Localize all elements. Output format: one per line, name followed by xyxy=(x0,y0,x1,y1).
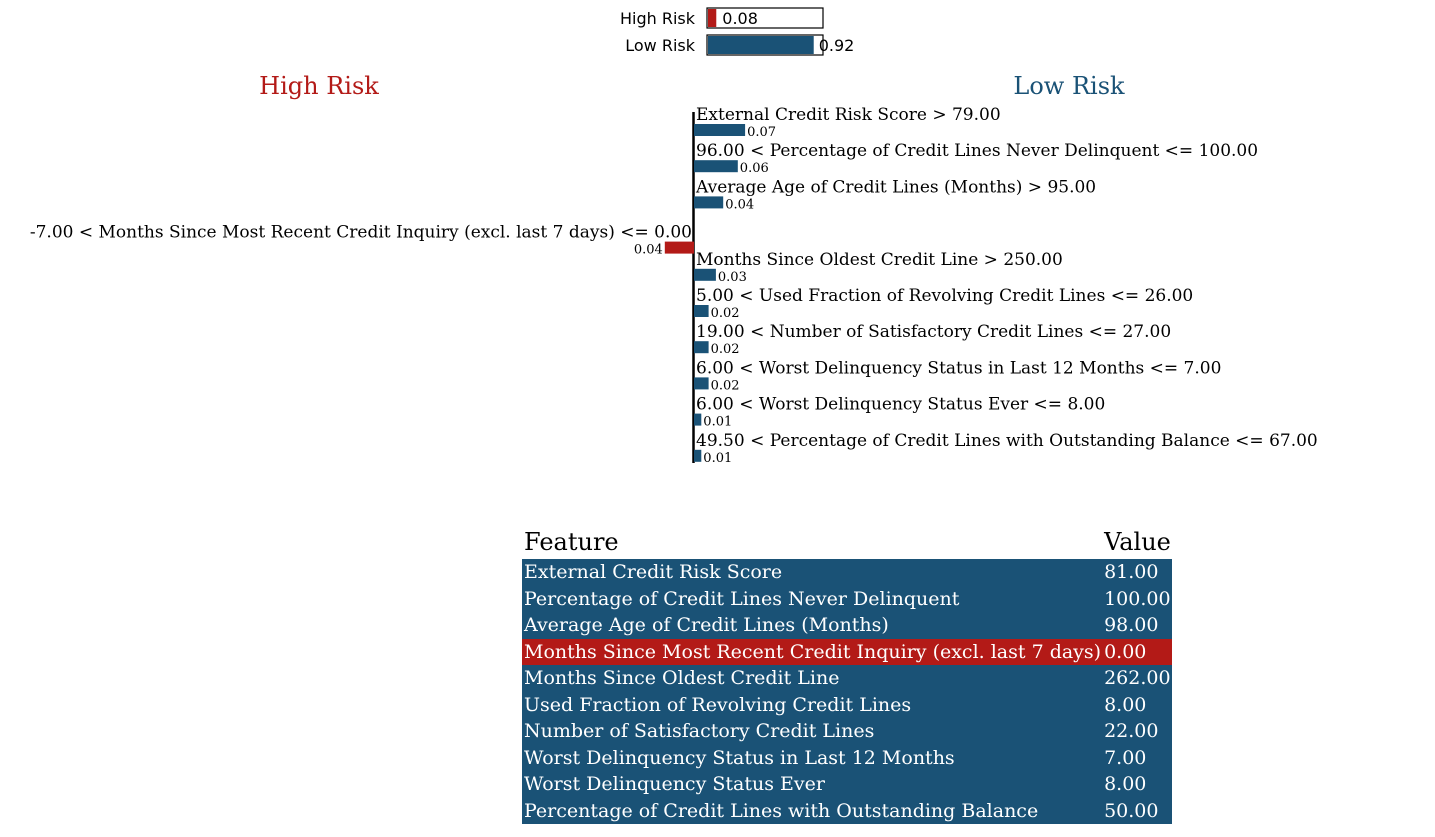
table-row: Months Since Oldest Credit Line 262.00 xyxy=(522,665,1172,692)
contribution-bar xyxy=(694,124,746,136)
contribution-value: 0.04 xyxy=(725,197,754,212)
contribution-value: 0.02 xyxy=(711,306,740,321)
feature-name-cell: Used Fraction of Revolving Credit Lines xyxy=(524,693,912,716)
contribution-value: 0.04 xyxy=(634,243,663,258)
contribution-value: 0.03 xyxy=(718,270,747,285)
prediction-probabilities: High Risk 0.08 Low Risk 0.92 xyxy=(620,7,855,56)
contribution-bar xyxy=(694,413,702,426)
proba-fill xyxy=(708,9,717,27)
contribution-value: 0.01 xyxy=(703,415,732,430)
proba-value: 0.08 xyxy=(722,9,758,28)
table-header-row: Feature Value xyxy=(522,526,1172,559)
contribution-value: 0.07 xyxy=(747,125,776,140)
feature-condition-label: 19.00 < Number of Satisfactory Credit Li… xyxy=(696,322,1171,342)
feature-name-cell: Worst Delinquency Status Ever xyxy=(524,773,825,796)
feature-condition-label: 96.00 < Percentage of Credit Lines Never… xyxy=(696,141,1258,161)
feature-condition-label: -7.00 < Months Since Most Recent Credit … xyxy=(30,223,692,243)
high-risk-header: High Risk xyxy=(259,72,379,100)
table-row: Months Since Most Recent Credit Inquiry … xyxy=(522,638,1172,665)
feature-name-cell: Percentage of Credit Lines with Outstand… xyxy=(524,799,1039,822)
contribution-value: 0.02 xyxy=(711,378,740,393)
table-row: External Credit Risk Score 81.00 xyxy=(522,559,1172,586)
feature-name-cell: Months Since Most Recent Credit Inquiry … xyxy=(524,640,1102,663)
table-row: Number of Satisfactory Credit Lines 22.00 xyxy=(522,718,1172,745)
feature-bars: External Credit Risk Score > 79.000.0796… xyxy=(30,105,1318,466)
proba-fill xyxy=(708,36,814,54)
low-risk-header: Low Risk xyxy=(1013,72,1125,100)
feature-value-cell: 98.00 xyxy=(1104,614,1159,637)
table-row: Average Age of Credit Lines (Months) 98.0… xyxy=(522,612,1172,639)
feature-value-cell: 81.00 xyxy=(1104,561,1159,584)
feature-name-cell: Percentage of Credit Lines Never Delinqu… xyxy=(524,587,960,610)
contribution-value: 0.06 xyxy=(740,161,769,176)
feature-value-cell: 0.00 xyxy=(1104,640,1147,663)
contribution-bar xyxy=(694,341,709,354)
feature-value-cell: 7.00 xyxy=(1104,746,1147,769)
proba-label: Low Risk xyxy=(625,36,695,55)
proba-value: 0.92 xyxy=(819,36,855,55)
contribution-bar xyxy=(694,449,702,462)
feature-column-header: Feature xyxy=(524,528,619,556)
feature-value-cell: 262.00 xyxy=(1104,667,1171,690)
contribution-bar xyxy=(694,268,716,281)
contribution-bar xyxy=(694,196,724,209)
feature-name-cell: Worst Delinquency Status in Last 12 Mont… xyxy=(524,746,955,769)
feature-value-cell: 100.00 xyxy=(1104,587,1171,610)
feature-condition-label: Months Since Oldest Credit Line > 250.00 xyxy=(696,250,1063,270)
proba-label: High Risk xyxy=(620,9,696,28)
contribution-bar xyxy=(694,160,738,173)
contribution-bar xyxy=(664,241,694,254)
feature-value-cell: 8.00 xyxy=(1104,773,1147,796)
feature-value-cell: 22.00 xyxy=(1104,720,1159,743)
feature-name-cell: External Credit Risk Score xyxy=(524,561,783,584)
contribution-value: 0.01 xyxy=(703,451,732,466)
contribution-bar xyxy=(694,305,709,317)
proba-box xyxy=(706,7,824,29)
feature-name-cell: Average Age of Credit Lines (Months) xyxy=(524,614,889,637)
contribution-value: 0.02 xyxy=(711,342,740,357)
feature-condition-label: 6.00 < Worst Delinquency Status in Last … xyxy=(696,358,1221,378)
feature-value-cell: 50.00 xyxy=(1104,799,1159,822)
feature-condition-label: 5.00 < Used Fraction of Revolving Credit… xyxy=(696,286,1193,306)
table-row: Worst Delinquency Status Ever 8.00 xyxy=(522,771,1172,798)
table-row: Worst Delinquency Status in Last 12 Mont… xyxy=(522,744,1172,771)
table-row: Percentage of Credit Lines with Outstand… xyxy=(522,797,1172,824)
feature-condition-label: 49.50 < Percentage of Credit Lines with … xyxy=(696,431,1318,451)
feature-value-cell: 8.00 xyxy=(1104,693,1147,716)
feature-condition-label: Average Age of Credit Lines (Months) > 9… xyxy=(695,177,1096,197)
feature-name-cell: Months Since Oldest Credit Line xyxy=(524,667,840,690)
feature-condition-label: 6.00 < Worst Delinquency Status Ever <= … xyxy=(696,395,1105,415)
value-column-header: Value xyxy=(1104,528,1171,556)
table-row: Used Fraction of Revolving Credit Lines 8… xyxy=(522,691,1172,718)
feature-condition-label: External Credit Risk Score > 79.00 xyxy=(696,105,1001,125)
table-row: Percentage of Credit Lines Never Delinqu… xyxy=(522,585,1172,612)
feature-name-cell: Number of Satisfactory Credit Lines xyxy=(524,720,875,743)
feature-value-table: Feature Value External Credit Risk Score… xyxy=(522,526,1172,824)
contribution-bar xyxy=(694,377,709,390)
